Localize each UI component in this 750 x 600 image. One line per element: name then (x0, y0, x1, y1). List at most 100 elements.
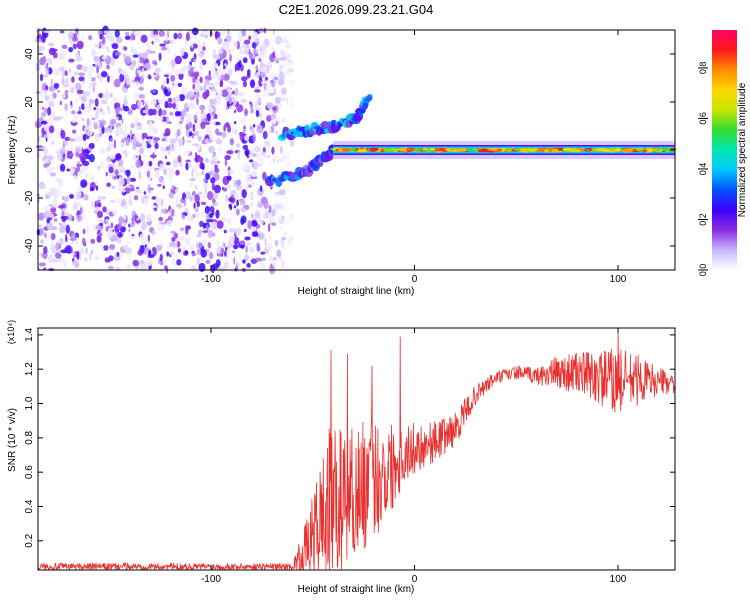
noise-speckle (94, 256, 100, 261)
noise-speckle (77, 161, 80, 166)
noise-speckle (38, 45, 42, 54)
noise-speckle (149, 50, 156, 54)
noise-speckle (159, 43, 166, 47)
noise-speckle (62, 84, 70, 88)
noise-speckle (106, 131, 110, 135)
noise-speckle (280, 259, 285, 269)
noise-speckle (61, 70, 65, 79)
noise-speckle (78, 72, 85, 76)
noise-speckle (281, 209, 284, 215)
noise-speckle (162, 260, 167, 264)
noise-speckle (135, 159, 141, 169)
carrier-core (551, 149, 560, 153)
noise-speckle (199, 104, 206, 111)
noise-speckle (229, 138, 234, 146)
noise-speckle (112, 209, 118, 216)
noise-speckle (278, 189, 286, 196)
noise-speckle (49, 172, 57, 177)
noise-speckle (133, 154, 137, 162)
noise-speckle (59, 116, 64, 120)
noise-speckle (100, 229, 105, 235)
noise-speckle (288, 29, 291, 37)
snr-series-line (37, 329, 676, 571)
noise-speckle (192, 83, 195, 90)
noise-speckle (68, 153, 75, 157)
noise-speckle (88, 153, 95, 163)
noise-speckle (195, 171, 201, 178)
noise-speckle (261, 151, 266, 156)
noise-speckle (167, 46, 171, 55)
y-tick-label: 0.4 (24, 499, 35, 513)
noise-speckle (93, 107, 97, 111)
noise-speckle (41, 133, 45, 138)
noise-speckle (213, 121, 216, 125)
noise-speckle (91, 78, 94, 82)
y-tick-label: 0.8 (24, 430, 35, 444)
noise-speckle (99, 147, 106, 155)
noise-speckle (194, 92, 200, 98)
noise-speckle (78, 248, 85, 255)
noise-speckle (52, 259, 58, 263)
noise-speckle (228, 197, 235, 202)
noise-speckle (107, 36, 115, 42)
noise-speckle (90, 51, 98, 55)
noise-speckle (260, 251, 266, 255)
noise-speckle (60, 129, 66, 139)
noise-speckle (101, 196, 106, 200)
noise-speckle (282, 60, 290, 67)
y-tick-label: 20 (24, 96, 35, 108)
noise-speckle (62, 94, 64, 101)
noise-speckle (217, 36, 223, 45)
noise-speckle (105, 87, 108, 96)
noise-speckle (70, 145, 73, 152)
noise-speckle (256, 98, 261, 104)
noise-speckle (142, 132, 148, 139)
colorbar-ticks: 0.0 0.2 0.4 0.6 0.8 (698, 62, 708, 276)
noise-speckle (228, 228, 235, 233)
noise-speckle (278, 224, 284, 232)
noise-speckle (145, 136, 153, 140)
noise-speckle (194, 131, 199, 136)
noise-speckle (130, 46, 134, 52)
noise-speckle (152, 89, 155, 93)
noise-speckle (109, 56, 115, 66)
noise-speckle (243, 39, 251, 45)
noise-speckle (128, 229, 131, 232)
noise-speckle (282, 194, 287, 202)
noise-speckle (269, 243, 273, 249)
noise-speckle (285, 97, 289, 106)
noise-speckle (46, 235, 49, 240)
noise-speckle (146, 41, 151, 49)
noise-speckle (222, 187, 228, 192)
noise-speckle (261, 210, 269, 219)
noise-speckle (236, 208, 240, 216)
noise-speckle (115, 37, 123, 43)
noise-speckle (214, 167, 220, 174)
noise-speckle (285, 69, 290, 75)
noise-speckle (193, 58, 196, 63)
noise-speckle (86, 225, 90, 235)
noise-speckle (101, 247, 104, 251)
colorbar-tick-label: 0.4 (698, 163, 708, 176)
noise-speckle (110, 153, 116, 160)
noise-speckle (236, 104, 244, 113)
noise-speckle (176, 259, 182, 266)
noise-speckle (271, 46, 275, 53)
noise-speckle (234, 87, 239, 97)
noise-speckle (129, 223, 136, 228)
noise-speckle (247, 174, 251, 182)
noise-speckle (90, 176, 95, 181)
noise-speckle (252, 31, 258, 39)
noise-speckle (229, 235, 235, 244)
noise-speckle (233, 256, 236, 265)
noise-speckle (288, 79, 296, 87)
x-tick-label: 0 (412, 574, 418, 585)
noise-speckle (273, 76, 279, 81)
noise-speckle (126, 175, 131, 184)
noise-speckle (288, 163, 291, 172)
noise-speckle (137, 57, 140, 67)
noise-speckle (141, 196, 144, 205)
noise-speckle (122, 46, 125, 51)
noise-speckle (74, 82, 82, 91)
